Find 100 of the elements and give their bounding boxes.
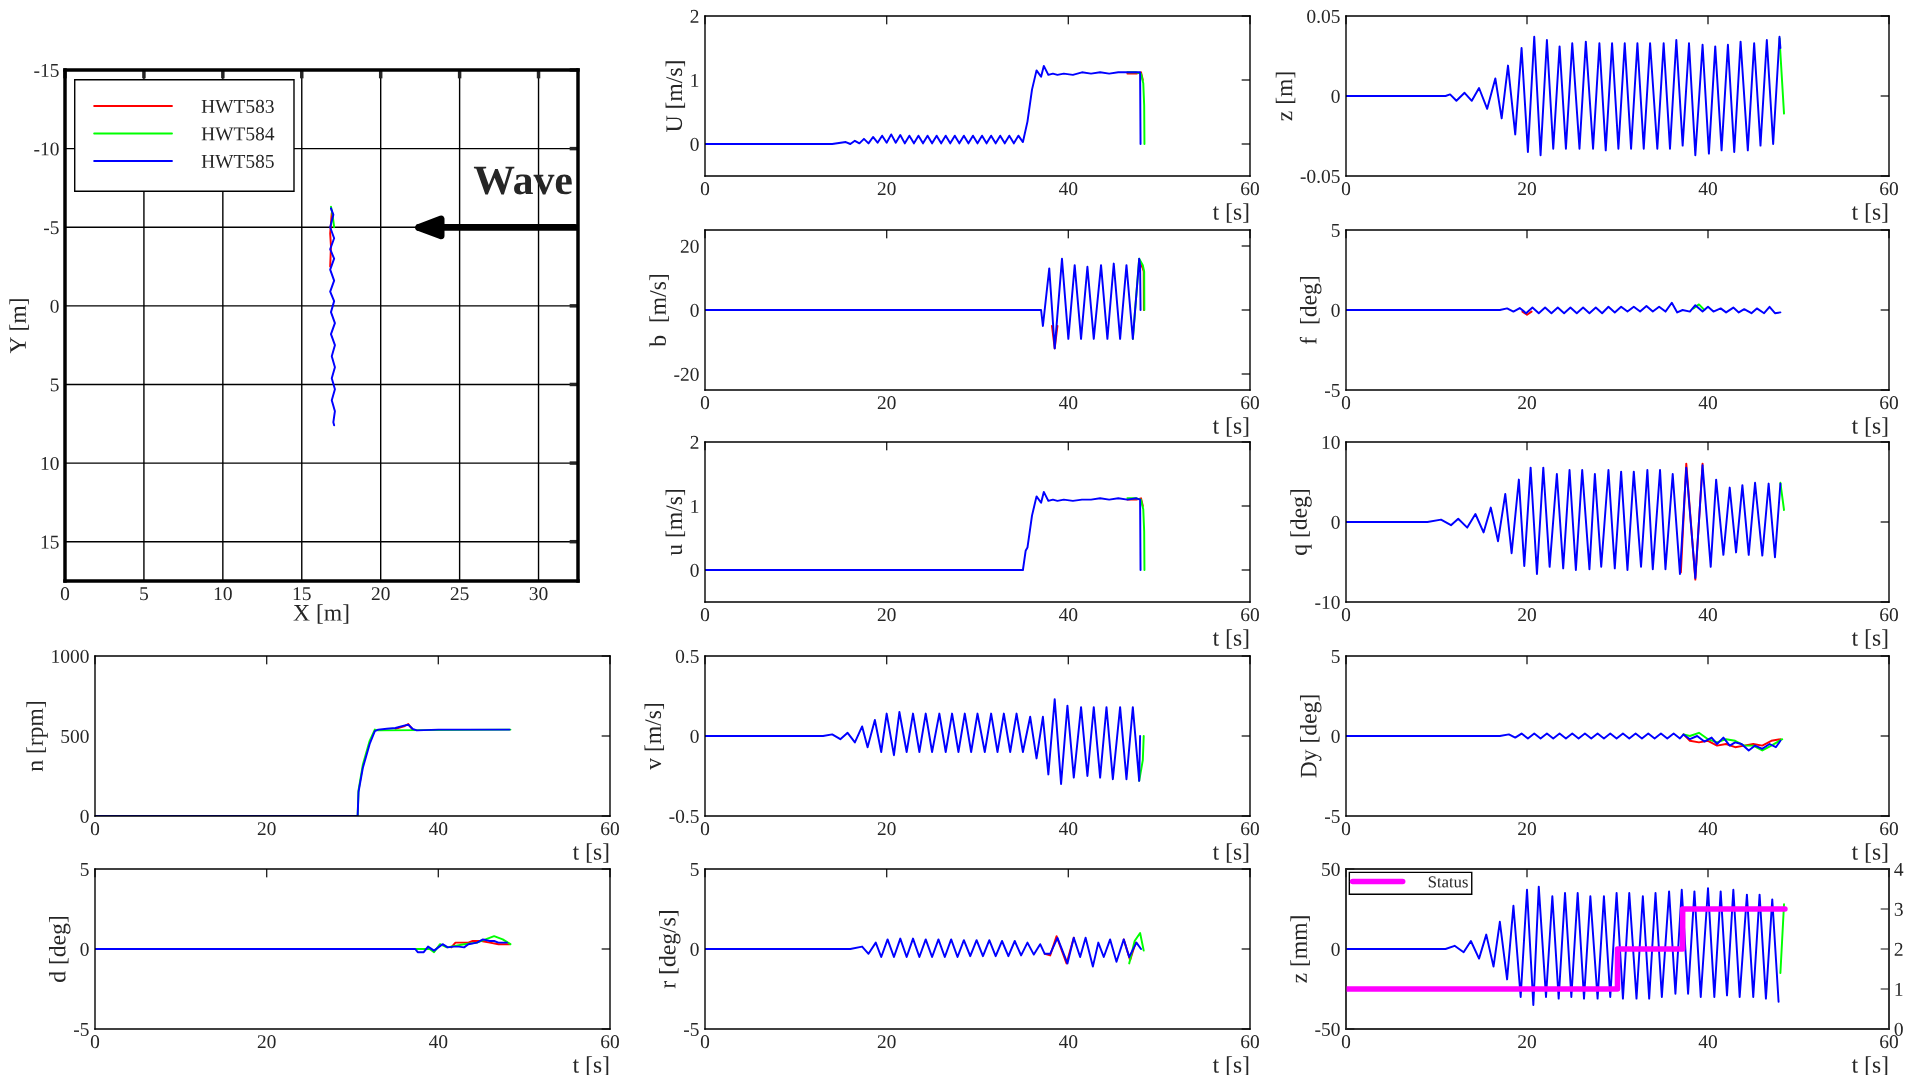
x-tick-label: 20 [371, 587, 390, 601]
x-tick-label: 20 [1518, 1035, 1536, 1049]
y-tick-label: 1 [691, 73, 699, 87]
y-tick-label: 5 [50, 378, 59, 392]
x-axis-title: t [s] [572, 1056, 609, 1075]
y-axis-title: r [deg/s] [658, 911, 681, 989]
x-tick-label: 60 [1880, 822, 1898, 836]
y-tick-label: 5 [1331, 224, 1340, 237]
x-tick-label: 5 [140, 587, 149, 601]
y-tick-label: -10 [1315, 595, 1340, 609]
x-tick-label: 0 [1341, 608, 1351, 622]
y-tick-label: 5 [1331, 650, 1340, 663]
x-tick-label: 30 [529, 587, 548, 601]
legend-label: Status [1428, 876, 1468, 888]
y-axis-title: z [mm] [1290, 916, 1310, 983]
y-tick-label: 50 [1322, 862, 1340, 876]
x-axis-title: t [s] [1851, 417, 1888, 437]
x-tick-label: 20 [1518, 608, 1536, 622]
x-tick-label: 60 [601, 822, 619, 836]
x-tick-label: 0 [700, 396, 710, 410]
y-tick-label: 0 [690, 563, 699, 577]
legend-label: HWT584 [201, 127, 275, 141]
y-tick-label: -50 [1315, 1022, 1340, 1036]
x-tick-label: 40 [428, 1035, 448, 1049]
x-tick-label: 60 [1880, 396, 1898, 410]
y-tick-label: 0 [1331, 729, 1340, 743]
x-tick-label: 40 [1058, 396, 1078, 410]
x-tick-label: 40 [1058, 822, 1078, 836]
y2-tick-label: 1 [1895, 982, 1903, 996]
x-tick-label: 40 [1058, 1035, 1078, 1049]
x-tick-label: 20 [257, 822, 276, 836]
y-axis-title: z [m] [1275, 72, 1296, 121]
y-tick-label: 0 [690, 137, 699, 151]
x-axis-title: t [s] [1212, 203, 1249, 223]
y-tick-label: 0 [80, 809, 89, 823]
x-axis-title: t [s] [1851, 203, 1888, 223]
y-tick-label: -0.5 [669, 809, 699, 824]
x-axis-title: t [s] [1851, 1056, 1888, 1075]
legend-label: HWT585 [201, 154, 274, 169]
x-tick-label: 20 [257, 1035, 276, 1049]
y-tick-label: 0 [1331, 515, 1340, 529]
y-tick-label: 0 [690, 729, 699, 743]
y-tick-label: 1 [691, 499, 699, 513]
y-axis-title: f [deg] [1299, 277, 1322, 345]
x-axis-title: X [m] [293, 604, 349, 624]
y-tick-label: -10 [34, 142, 59, 156]
x-tick-label: 0 [700, 182, 710, 196]
x-tick-label: 20 [1518, 396, 1536, 410]
y-tick-label: -5 [73, 1023, 89, 1036]
x-tick-label: 0 [1341, 396, 1351, 410]
y2-tick-label: 4 [1894, 862, 1904, 876]
x-tick-label: 40 [1058, 182, 1078, 196]
y-tick-label: 0 [1331, 942, 1340, 956]
y-tick-label: -0.05 [1300, 169, 1340, 184]
x-axis-title: t [s] [1212, 843, 1249, 863]
y-tick-label: 5 [80, 863, 89, 876]
x-tick-label: 40 [1058, 608, 1078, 622]
x-axis-title: t [s] [1212, 417, 1249, 437]
y-axis-title: u [m/s] [665, 489, 686, 556]
x-tick-label: 40 [1698, 1035, 1717, 1049]
y-tick-label: 2 [690, 9, 699, 23]
x-axis-title: t [s] [1212, 1056, 1249, 1075]
y-axis-title: Dy [deg] [1299, 695, 1322, 778]
y-axis-title: d [deg] [48, 916, 71, 982]
y-axis-title: v [m/s] [644, 703, 665, 770]
x-tick-label: 60 [1241, 822, 1259, 836]
y-tick-label: 0 [80, 942, 89, 956]
x-tick-label: 60 [1880, 1035, 1898, 1049]
y-tick-label: 2 [690, 435, 699, 449]
y-tick-label: 15 [41, 535, 59, 549]
y2-tick-label: 3 [1894, 902, 1903, 916]
x-tick-label: 60 [1241, 396, 1259, 410]
y-tick-label: -20 [674, 367, 699, 381]
x-axis-title: t [s] [1851, 629, 1888, 649]
x-tick-label: 20 [877, 822, 896, 836]
x-tick-label: 20 [877, 1035, 896, 1049]
x-axis-title: t [s] [572, 843, 609, 863]
y-axis-title: U [m/s] [665, 61, 686, 132]
x-tick-label: 40 [1698, 182, 1717, 196]
y-tick-label: -5 [1324, 810, 1340, 823]
y-tick-label: -15 [34, 63, 59, 77]
x-tick-label: 60 [1880, 182, 1898, 196]
x-tick-label: 40 [1698, 608, 1717, 622]
y-axis-title: b [m/s] [649, 275, 669, 347]
y-tick-label: -5 [43, 221, 59, 235]
y-axis-title: Y [m] [9, 299, 29, 354]
x-tick-label: 0 [700, 1035, 710, 1049]
x-tick-label: 0 [1341, 822, 1351, 836]
x-tick-label: 60 [1241, 1035, 1259, 1049]
x-tick-label: 60 [1880, 608, 1898, 622]
y-tick-label: 0.05 [1307, 9, 1340, 24]
x-tick-label: 10 [214, 587, 232, 601]
y-tick-label: 0 [1331, 303, 1340, 317]
x-tick-label: 40 [1698, 822, 1717, 836]
x-tick-label: 0 [90, 1035, 100, 1049]
x-tick-label: 20 [1518, 182, 1536, 196]
y-tick-label: 0 [50, 299, 59, 313]
y-tick-label: 10 [1322, 435, 1340, 449]
x-tick-label: 0 [700, 608, 710, 622]
x-tick-label: 15 [293, 587, 311, 601]
